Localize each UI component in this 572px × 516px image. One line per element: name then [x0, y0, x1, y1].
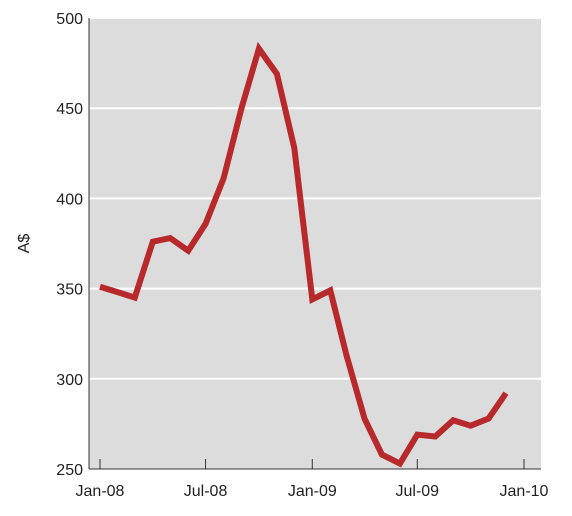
y-axis-label: A$	[16, 234, 33, 254]
y-tick-label: 300	[56, 372, 83, 389]
x-tick-label: Jan-09	[288, 483, 337, 500]
y-tick-label: 450	[56, 101, 83, 118]
y-tick-label: 250	[56, 462, 83, 479]
y-tick-label: 400	[56, 191, 83, 208]
x-tick-label: Jan-08	[76, 483, 125, 500]
x-tick-label: Jul-09	[395, 483, 439, 500]
y-tick-label: 350	[56, 282, 83, 299]
x-tick-label: Jul-08	[184, 483, 228, 500]
y-tick-label: 500	[56, 11, 83, 28]
x-tick-label: Jan-10	[500, 483, 549, 500]
